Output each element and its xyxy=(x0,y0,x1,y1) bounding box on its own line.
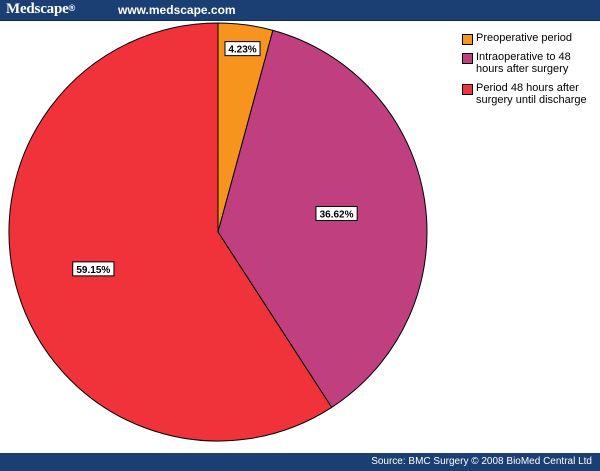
source-credit: Source: BMC Surgery © 2008 BioMed Centra… xyxy=(371,456,592,467)
pie-slice xyxy=(8,22,333,442)
legend-item: Intraoperative to 48 hours after surgery xyxy=(462,51,598,75)
legend-label: Intraoperative to 48 hours after surgery xyxy=(476,51,571,75)
legend-swatch xyxy=(462,53,473,64)
legend-swatch xyxy=(462,84,473,95)
slice-data-label: 36.62% xyxy=(315,206,358,222)
legend-swatch xyxy=(462,34,473,45)
slice-data-label: 4.23% xyxy=(224,41,261,57)
brand-logo: Medscape® xyxy=(6,1,75,17)
svg-text:4.23%: 4.23% xyxy=(228,45,256,56)
svg-text:36.62%: 36.62% xyxy=(320,210,354,221)
svg-text:59.15%: 59.15% xyxy=(76,265,110,276)
footer-bar: Source: BMC Surgery © 2008 BioMed Centra… xyxy=(0,453,600,471)
legend-label: Preoperative period xyxy=(476,32,573,44)
header-bar: Medscape® www.medscape.com xyxy=(0,0,600,21)
legend-item: Period 48 hours after surgery until disc… xyxy=(462,82,598,106)
pie-chart: 4.23% 36.62% 59.15% xyxy=(8,22,428,442)
site-url[interactable]: www.medscape.com xyxy=(118,3,236,17)
slice-data-label: 59.15% xyxy=(72,261,115,277)
legend-label: Period 48 hours after surgery until disc… xyxy=(476,82,587,106)
legend-item: Preoperative period xyxy=(462,32,598,45)
chart-legend: Preoperative period Intraoperative to 48 … xyxy=(462,32,598,113)
